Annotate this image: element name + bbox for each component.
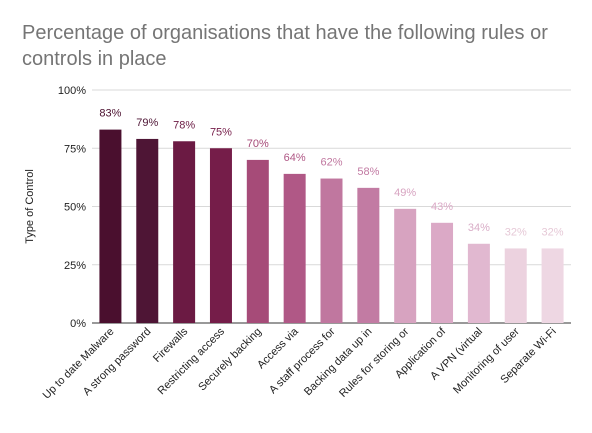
data-label: 70% [247, 138, 269, 150]
bar[interactable] [283, 173, 306, 323]
data-label: 79% [136, 117, 158, 129]
y-axis-title: Type of Control [24, 169, 36, 244]
y-tick-label: 0% [70, 318, 86, 330]
bar[interactable] [504, 248, 527, 323]
bar[interactable] [136, 138, 159, 323]
data-label: 34% [468, 222, 490, 234]
category-label: Rules for storing or [337, 325, 411, 399]
bar[interactable] [467, 243, 490, 323]
bar[interactable] [209, 148, 232, 323]
bar[interactable] [320, 178, 343, 323]
y-tick-label: 50% [64, 202, 86, 214]
category-label: A staff process for [267, 325, 338, 396]
category-label: Monitoring of user [451, 325, 522, 396]
y-tick-label: 25% [64, 260, 86, 272]
data-label: 58% [357, 166, 379, 178]
bar[interactable] [541, 248, 564, 323]
bar[interactable] [99, 129, 122, 323]
category-label: A strong password [81, 326, 153, 398]
bar[interactable] [357, 187, 380, 323]
bar[interactable] [246, 159, 269, 323]
bar[interactable] [431, 222, 454, 323]
data-label: 62% [320, 157, 342, 169]
bar[interactable] [394, 208, 417, 323]
category-label: Restricting access [155, 325, 227, 397]
data-label: 49% [394, 187, 416, 199]
y-tick-label: 75% [64, 143, 86, 155]
data-label: 43% [431, 201, 453, 213]
chart-title: Percentage of organisations that have th… [22, 22, 548, 70]
category-label: Up to date Malware [41, 326, 117, 402]
data-label: 32% [505, 226, 527, 238]
data-label: 83% [99, 108, 121, 120]
data-label: 32% [542, 226, 564, 238]
y-tick-label: 100% [58, 85, 86, 97]
data-label: 64% [284, 152, 306, 164]
data-label: 75% [210, 126, 232, 138]
category-label: Backing data up in [302, 326, 374, 398]
category-label: Securely backing [196, 326, 264, 394]
bar[interactable] [173, 141, 196, 323]
data-label: 78% [173, 119, 195, 131]
